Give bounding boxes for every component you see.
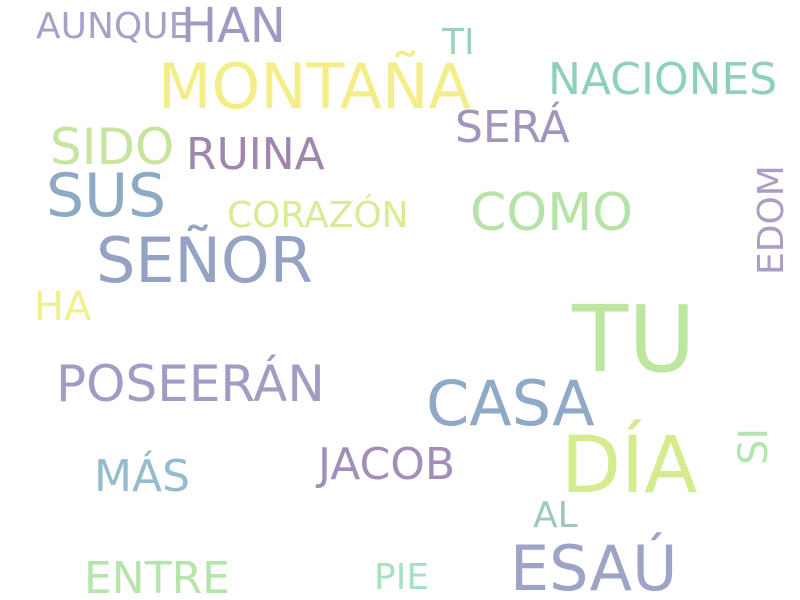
word-jacob: JACOB — [318, 439, 456, 490]
word-esau: ESAÚ — [510, 532, 678, 600]
word-montana: MONTAÑA — [158, 50, 471, 123]
word-tu: TU — [572, 286, 696, 393]
word-edom: EDOM — [751, 165, 792, 275]
word-sera: SERÁ — [455, 102, 570, 153]
word-ti: TI — [442, 22, 475, 63]
word-sido: SIDO — [50, 118, 175, 176]
word-sus: SUS — [46, 161, 167, 231]
word-casa: CASA — [426, 367, 595, 440]
word-senor: SEÑOR — [96, 224, 313, 297]
word-aunque: AUNQUE — [36, 6, 192, 47]
word-poseeran: POSEERÁN — [56, 355, 325, 413]
word-entre: ENTRE — [84, 553, 230, 600]
word-pie: PIE — [374, 557, 430, 598]
word-dia: DÍA — [561, 421, 698, 511]
word-ruina: RUINA — [186, 129, 325, 180]
word-corazon: CORAZÓN — [227, 195, 409, 236]
word-si: SI — [731, 427, 777, 465]
word-ha: HA — [34, 284, 92, 330]
word-como: COMO — [470, 183, 634, 243]
word-han: HAN — [181, 0, 286, 54]
word-naciones: NACIONES — [548, 54, 778, 105]
word-al: AL — [533, 495, 578, 536]
word-mas: MÁS — [94, 451, 190, 502]
